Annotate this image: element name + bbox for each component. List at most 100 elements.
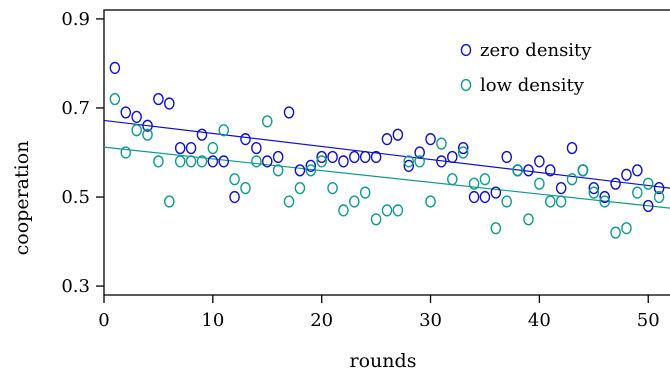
y-axis: 0.3 0.5 0.7 0.9 (61, 9, 104, 297)
data-point (316, 155, 327, 168)
data-point (490, 186, 502, 199)
data-point (392, 204, 404, 217)
data-point (338, 155, 349, 168)
x-tick-label: 0 (98, 310, 109, 331)
x-axis-title: rounds (350, 350, 417, 372)
data-point (577, 164, 589, 177)
legend-label: low density (480, 75, 585, 96)
data-point (381, 204, 393, 217)
data-point (566, 173, 578, 186)
y-tick-label: 0.5 (61, 187, 90, 208)
data-point (534, 155, 545, 168)
data-point (142, 119, 153, 132)
data-point (283, 195, 295, 208)
data-point (425, 133, 436, 146)
data-point (131, 110, 142, 123)
data-point (164, 97, 175, 110)
data-point (327, 182, 338, 195)
data-point (403, 155, 415, 168)
data-point (120, 106, 132, 119)
data-point (632, 186, 643, 199)
data-point (414, 155, 425, 168)
data-point (447, 173, 458, 186)
data-point (566, 141, 578, 155)
data-point (653, 190, 665, 204)
data-point (501, 150, 513, 164)
data-point (109, 61, 121, 74)
data-point (207, 155, 219, 168)
data-point (370, 150, 382, 164)
data-point (468, 177, 480, 190)
x-tick-label: 20 (310, 310, 333, 331)
data-point (588, 182, 600, 195)
legend-marker (460, 78, 472, 92)
data-point (305, 164, 317, 177)
data-point (555, 195, 567, 208)
data-point (272, 164, 284, 177)
data-point (632, 164, 643, 177)
data-point (555, 182, 567, 195)
data-points (109, 61, 665, 239)
data-point (523, 213, 534, 226)
data-point (164, 195, 175, 208)
data-point (425, 195, 436, 208)
data-point (338, 204, 349, 217)
data-point (599, 190, 610, 204)
legend-label: zero density (480, 40, 592, 61)
data-point (544, 195, 556, 208)
data-point (479, 173, 491, 186)
data-point (359, 150, 371, 164)
data-point (479, 190, 491, 204)
plot-frame (103, 9, 670, 296)
data-point (414, 146, 425, 159)
data-point (436, 155, 447, 168)
data-point (610, 226, 621, 239)
data-point (392, 128, 404, 141)
x-tick-label: 40 (528, 310, 551, 331)
data-point (196, 155, 208, 168)
y-axis-title: cooperation (11, 141, 33, 256)
data-point (621, 168, 632, 181)
data-point (142, 128, 153, 141)
data-point (240, 182, 251, 195)
data-point (610, 177, 621, 190)
data-point (120, 146, 132, 159)
data-point (131, 124, 142, 137)
data-point (294, 182, 306, 195)
data-point (316, 150, 327, 164)
legend-marker (460, 43, 472, 57)
data-point (218, 155, 230, 168)
data-point (240, 133, 251, 146)
data-point (261, 115, 273, 128)
data-point (109, 92, 121, 106)
data-point (272, 150, 284, 164)
data-point (174, 141, 186, 155)
data-point (153, 155, 164, 168)
data-point (501, 195, 513, 208)
x-tick-label: 30 (419, 310, 442, 331)
data-point (196, 128, 208, 141)
data-point (174, 155, 186, 168)
data-point (599, 195, 610, 208)
data-point (512, 164, 523, 177)
data-point (229, 190, 240, 204)
data-point (251, 141, 262, 155)
y-tick-label: 0.3 (61, 276, 90, 297)
data-point (185, 141, 197, 155)
data-point (305, 159, 317, 172)
data-point (261, 155, 273, 168)
data-point (207, 141, 219, 155)
data-point (653, 182, 665, 195)
data-point (359, 186, 371, 199)
data-point (218, 124, 230, 137)
x-tick-label: 50 (637, 310, 660, 331)
data-point (294, 164, 306, 177)
data-point (403, 159, 415, 172)
data-point (153, 92, 164, 106)
data-point (381, 133, 393, 146)
data-point (490, 222, 502, 235)
data-point (468, 190, 480, 204)
data-point (457, 146, 469, 159)
data-point (251, 155, 262, 168)
